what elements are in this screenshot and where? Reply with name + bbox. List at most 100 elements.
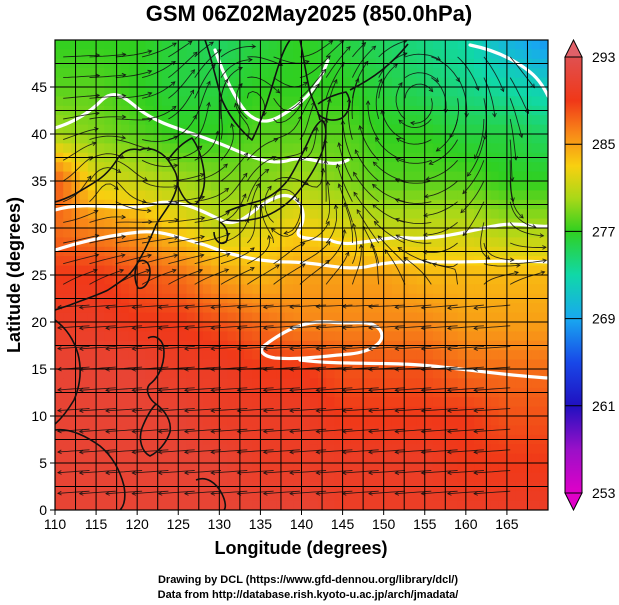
heat-cell xyxy=(186,416,196,426)
heat-cell xyxy=(490,472,500,483)
heat-cell xyxy=(161,378,171,389)
streamline-arrow xyxy=(86,175,92,181)
streamline xyxy=(194,163,228,182)
heat-cell xyxy=(219,453,229,464)
heat-cell xyxy=(531,303,541,314)
streamline xyxy=(79,449,116,453)
heat-cell xyxy=(285,209,294,220)
heat-cell xyxy=(202,162,212,173)
heat-cell xyxy=(375,463,385,473)
heat-cell xyxy=(301,312,311,323)
heat-cell xyxy=(342,397,352,408)
heat-cell xyxy=(465,369,475,379)
streamline xyxy=(395,449,432,453)
heat-cell xyxy=(202,416,212,426)
heat-cell xyxy=(252,472,262,483)
heat-cell xyxy=(268,40,278,50)
streamline xyxy=(325,79,338,120)
heat-cell xyxy=(178,331,188,342)
streamline-arrow xyxy=(315,470,321,476)
heat-cell xyxy=(309,406,319,417)
heat-cell xyxy=(268,284,278,295)
heat-cell xyxy=(219,228,229,238)
streamline xyxy=(141,254,178,265)
heat-cell xyxy=(128,218,138,229)
streamline xyxy=(351,78,359,120)
streamline xyxy=(220,173,248,203)
streamline-arrow xyxy=(325,180,331,186)
heat-cell xyxy=(55,218,64,229)
chart-title: GSM 06Z02May2025 (850.0hPa) xyxy=(146,1,473,26)
heat-cell xyxy=(87,265,97,276)
heat-cell xyxy=(506,500,516,510)
streamline-arrow xyxy=(56,408,62,413)
heat-cell xyxy=(285,275,294,285)
heat-cell xyxy=(55,453,64,464)
streamline xyxy=(342,387,379,391)
contour-line xyxy=(298,358,548,380)
heat-cell xyxy=(432,350,442,361)
streamline xyxy=(158,470,195,474)
heat-cell xyxy=(375,416,385,426)
heat-cell xyxy=(531,218,541,229)
streamline xyxy=(421,490,458,495)
streamline-arrow xyxy=(121,135,127,140)
streamline xyxy=(284,201,302,234)
heat-cell xyxy=(424,134,434,144)
heat-cell xyxy=(285,77,294,88)
heat-cell xyxy=(350,171,360,182)
heat-cell xyxy=(432,40,442,50)
streamline-arrow xyxy=(394,429,400,434)
heat-cell xyxy=(120,181,130,191)
heat-cell xyxy=(252,228,262,238)
heat-cell xyxy=(301,237,311,248)
streamline-arrow xyxy=(210,491,216,496)
streamline xyxy=(168,145,203,161)
heat-cell xyxy=(531,40,541,50)
streamline-arrow xyxy=(120,253,126,258)
streamline-arrow xyxy=(353,191,358,197)
heat-cell xyxy=(449,237,459,248)
heat-cell xyxy=(326,359,335,370)
streamline-arrow xyxy=(420,408,426,414)
heat-cell xyxy=(449,425,459,436)
heat-cell xyxy=(243,124,253,135)
streamline xyxy=(421,387,458,391)
heat-cell xyxy=(211,115,220,126)
heat-cell xyxy=(506,49,516,60)
heat-cell xyxy=(309,359,319,370)
heat-cell xyxy=(87,416,97,426)
streamline xyxy=(384,249,406,285)
coastline-borneo xyxy=(55,428,126,510)
heat-cell xyxy=(342,444,352,455)
heat-cell xyxy=(334,491,344,502)
x-tick-label: 120 xyxy=(125,516,149,532)
heat-cell xyxy=(367,472,377,483)
heat-cell xyxy=(211,284,220,295)
heat-cell xyxy=(375,124,385,135)
heat-cell xyxy=(506,463,516,473)
streamline xyxy=(375,78,383,120)
streamline-arrow xyxy=(105,305,110,310)
heat-cell xyxy=(170,275,179,285)
streamline xyxy=(397,247,432,265)
heat-cell xyxy=(408,87,418,97)
streamline xyxy=(263,387,300,391)
streamline xyxy=(368,325,406,329)
heat-cell xyxy=(408,312,418,323)
streamline-arrow xyxy=(398,119,404,125)
heat-cell xyxy=(170,181,179,191)
streamline-arrow xyxy=(131,367,137,372)
heat-cell xyxy=(145,190,155,201)
heat-cell xyxy=(531,500,541,510)
heat-cell xyxy=(539,190,548,201)
streamline xyxy=(115,236,152,244)
heat-cell xyxy=(334,143,344,154)
heat-cell xyxy=(63,228,73,238)
heat-cell xyxy=(424,463,434,473)
heat-cell xyxy=(219,331,229,342)
heat-cell xyxy=(96,209,105,220)
heat-cell xyxy=(334,87,344,97)
x-tick-label: 130 xyxy=(208,516,232,532)
heat-cell xyxy=(449,472,459,483)
